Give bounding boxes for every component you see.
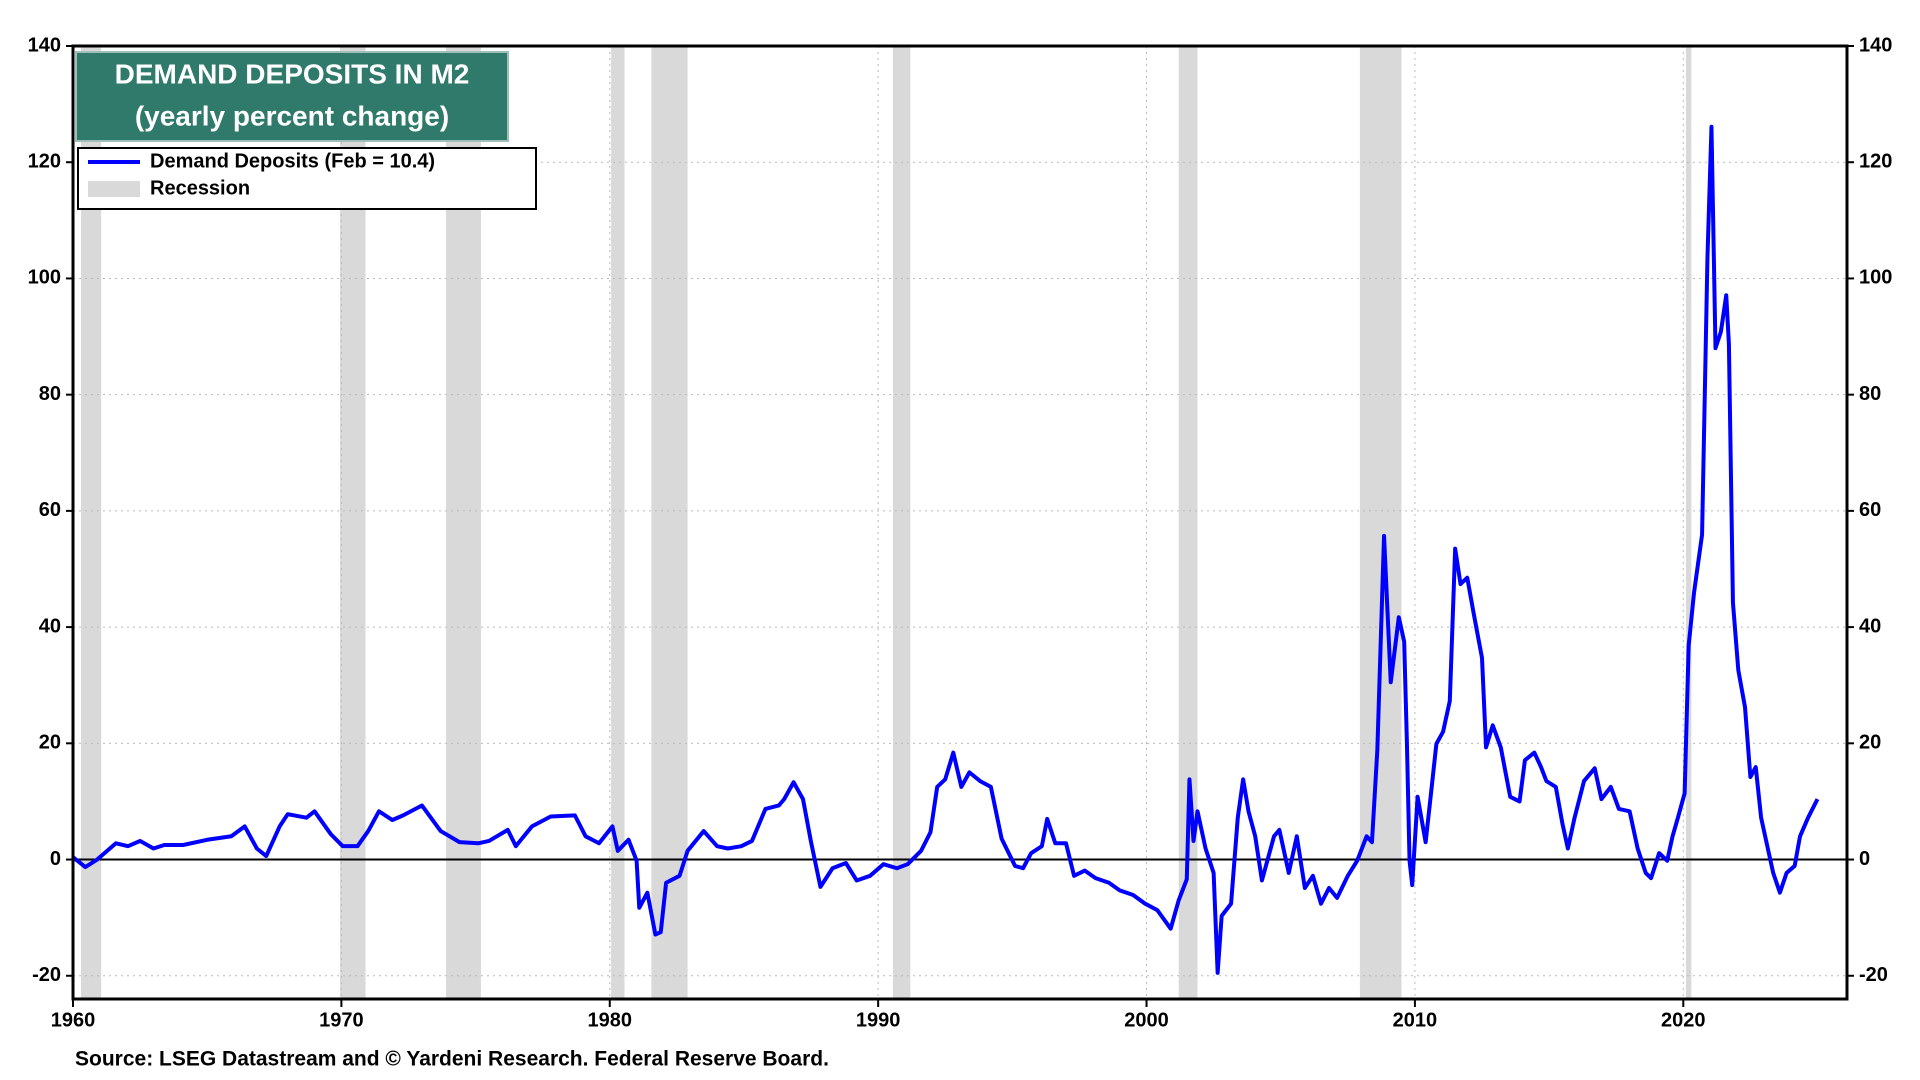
y2-tick-label: 20 — [1859, 732, 1881, 754]
x-tick-label: 1990 — [856, 1009, 901, 1031]
chart-title: DEMAND DEPOSITS IN M2 — [115, 58, 470, 89]
x-tick-label: 1970 — [319, 1009, 364, 1031]
series-line — [71, 124, 1820, 975]
recession-band — [1178, 46, 1198, 999]
y2-tick-label: 0 — [1859, 848, 1870, 870]
plot-frame — [71, 44, 1849, 1001]
recession-band — [1359, 46, 1402, 999]
y-tick-label: 60 — [39, 499, 61, 521]
recession-band — [1685, 46, 1692, 999]
y-tick-label: 100 — [28, 267, 61, 289]
y-tick-label: -20 — [32, 964, 61, 986]
recession-band — [81, 46, 102, 999]
recession-band — [651, 46, 688, 999]
y2-tick-label: 40 — [1859, 615, 1881, 637]
legend-swatch — [88, 181, 140, 197]
x-tick-label: 2020 — [1661, 1009, 1706, 1031]
title-box — [75, 51, 509, 142]
y2-tick-label: 120 — [1859, 151, 1892, 173]
legend-label: Demand Deposits (Feb = 10.4) — [150, 150, 435, 172]
recession-band — [892, 46, 911, 999]
y2-tick-label: -20 — [1859, 964, 1888, 986]
source: Source: LSEG Datastream and © Yardeni Re… — [75, 1048, 829, 1071]
y-tick-label: 40 — [39, 615, 61, 637]
x-tick-label: 1980 — [588, 1009, 633, 1031]
x-tick-label: 1960 — [51, 1009, 96, 1031]
legend — [77, 147, 537, 210]
y2-tick-label: 60 — [1859, 499, 1881, 521]
y2-tick-label: 100 — [1859, 267, 1892, 289]
recession-band — [611, 46, 625, 999]
x-tick-label: 2010 — [1393, 1009, 1438, 1031]
chart-subtitle: (yearly percent change) — [135, 100, 449, 131]
y-tick-label: 120 — [28, 151, 61, 173]
y-tick-label: 80 — [39, 383, 61, 405]
y2-tick-label: 140 — [1859, 34, 1892, 56]
y2-tick-label: 80 — [1859, 383, 1881, 405]
y-tick-label: 140 — [28, 34, 61, 56]
y-tick-label: 0 — [50, 848, 61, 870]
x-tick-label: 2000 — [1124, 1009, 1169, 1031]
legend-label: Recession — [150, 177, 250, 199]
y-tick-label: 20 — [39, 732, 61, 754]
